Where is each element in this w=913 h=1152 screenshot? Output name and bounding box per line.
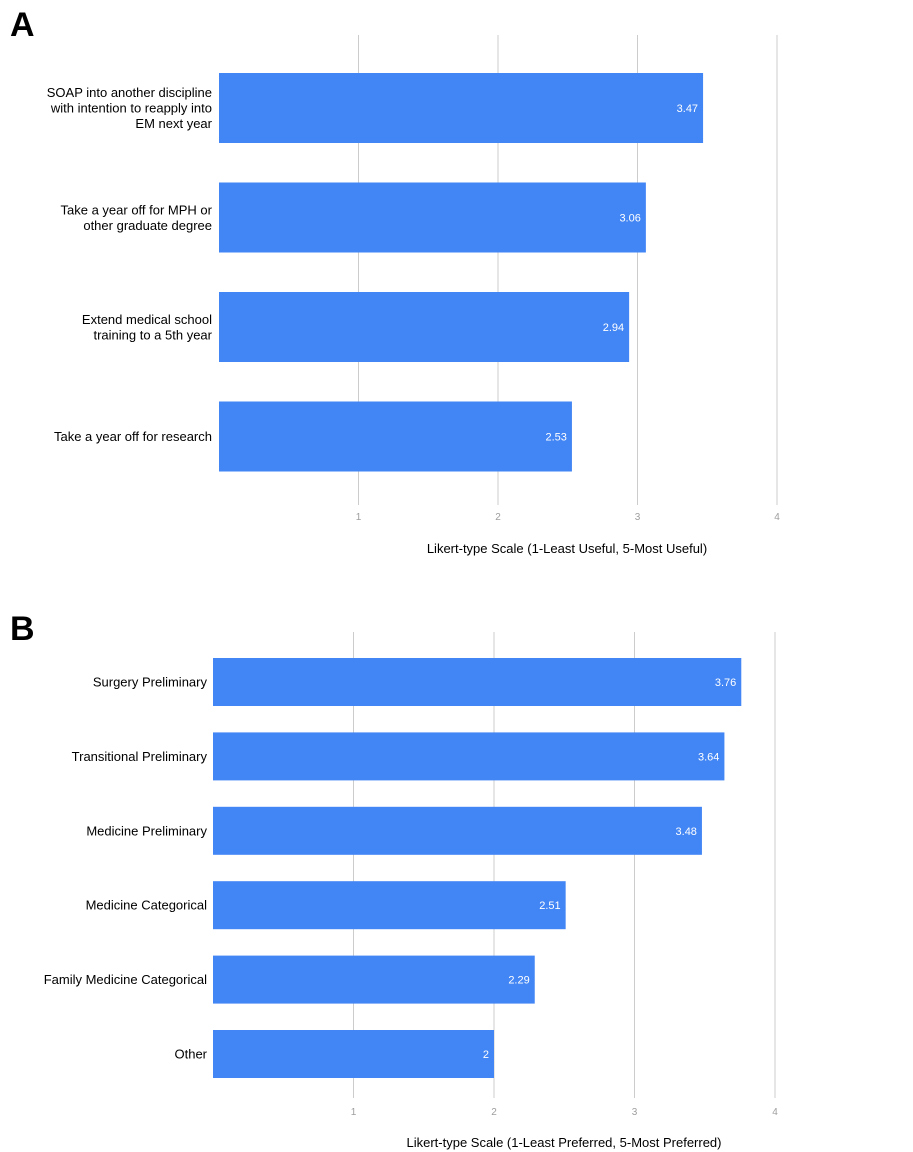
panel-b-category-label: Transitional Preliminary xyxy=(72,749,208,764)
panel-a-letter: A xyxy=(10,6,35,44)
panel-a-category-label: Take a year off for research xyxy=(54,429,212,444)
panel-b-x-tick-label: 3 xyxy=(632,1107,638,1118)
panel-b-bar xyxy=(213,1030,494,1078)
panel-a-data-label: 2.53 xyxy=(546,432,567,444)
panel-b-bar xyxy=(213,806,702,855)
panel-a-category-label: Extend medical school xyxy=(82,312,212,327)
panel-a-category-label: with intention to reapply into xyxy=(50,101,212,116)
panel-a-bar xyxy=(219,292,630,362)
panel-a-x-tick-label: 2 xyxy=(495,512,501,523)
panel-b-data-label: 2.29 xyxy=(508,975,529,987)
panel-b-bar xyxy=(213,881,566,930)
panel-b-category-label: Medicine Categorical xyxy=(86,898,208,913)
panel-a-x-tick-label: 3 xyxy=(635,512,641,523)
panel-b-bar xyxy=(213,955,535,1004)
panel-b-data-label: 3.76 xyxy=(715,677,736,689)
panel-a-category-label: other graduate degree xyxy=(83,218,212,233)
panel-a-bar xyxy=(219,182,646,253)
panel-b-data-label: 2.51 xyxy=(539,900,560,912)
panel-b-data-label: 2 xyxy=(483,1049,489,1061)
panel-b-x-axis-title: Likert-type Scale (1-Least Preferred, 5-… xyxy=(406,1135,721,1150)
panel-a-bar xyxy=(219,401,572,472)
panel-a-category-label: SOAP into another discipline xyxy=(47,85,212,100)
panel-b-letter: B xyxy=(10,610,35,648)
panel-a-x-tick-label: 1 xyxy=(356,512,362,523)
panel-a-category-label: EM next year xyxy=(135,116,212,131)
panel-b-x-tick-label: 1 xyxy=(351,1107,357,1118)
panel-a-x-axis-title: Likert-type Scale (1-Least Useful, 5-Mos… xyxy=(427,541,707,556)
panel-a-data-label: 3.47 xyxy=(677,103,698,115)
panel-a-category-label: training to a 5th year xyxy=(93,327,212,342)
panel-a-data-label: 2.94 xyxy=(603,322,624,334)
panel-b-x-tick-label: 4 xyxy=(772,1107,778,1118)
panel-a-x-tick-label: 4 xyxy=(774,512,780,523)
panel-b-bar xyxy=(213,732,725,781)
panel-b-data-label: 3.64 xyxy=(698,751,719,763)
panel-b-category-label: Medicine Preliminary xyxy=(86,823,207,838)
panel-a-bar xyxy=(219,73,704,143)
panel-b-category-label: Surgery Preliminary xyxy=(93,675,208,690)
panel-b-bar xyxy=(213,658,742,706)
panel-a-category-label: Take a year off for MPH or xyxy=(61,202,213,217)
panel-b-data-label: 3.48 xyxy=(676,826,697,838)
panel-b-x-tick-label: 2 xyxy=(491,1107,497,1118)
panel-a-data-label: 3.06 xyxy=(619,213,640,225)
panel-b-category-label: Other xyxy=(174,1047,207,1062)
panel-b-category-label: Family Medicine Categorical xyxy=(44,972,207,987)
